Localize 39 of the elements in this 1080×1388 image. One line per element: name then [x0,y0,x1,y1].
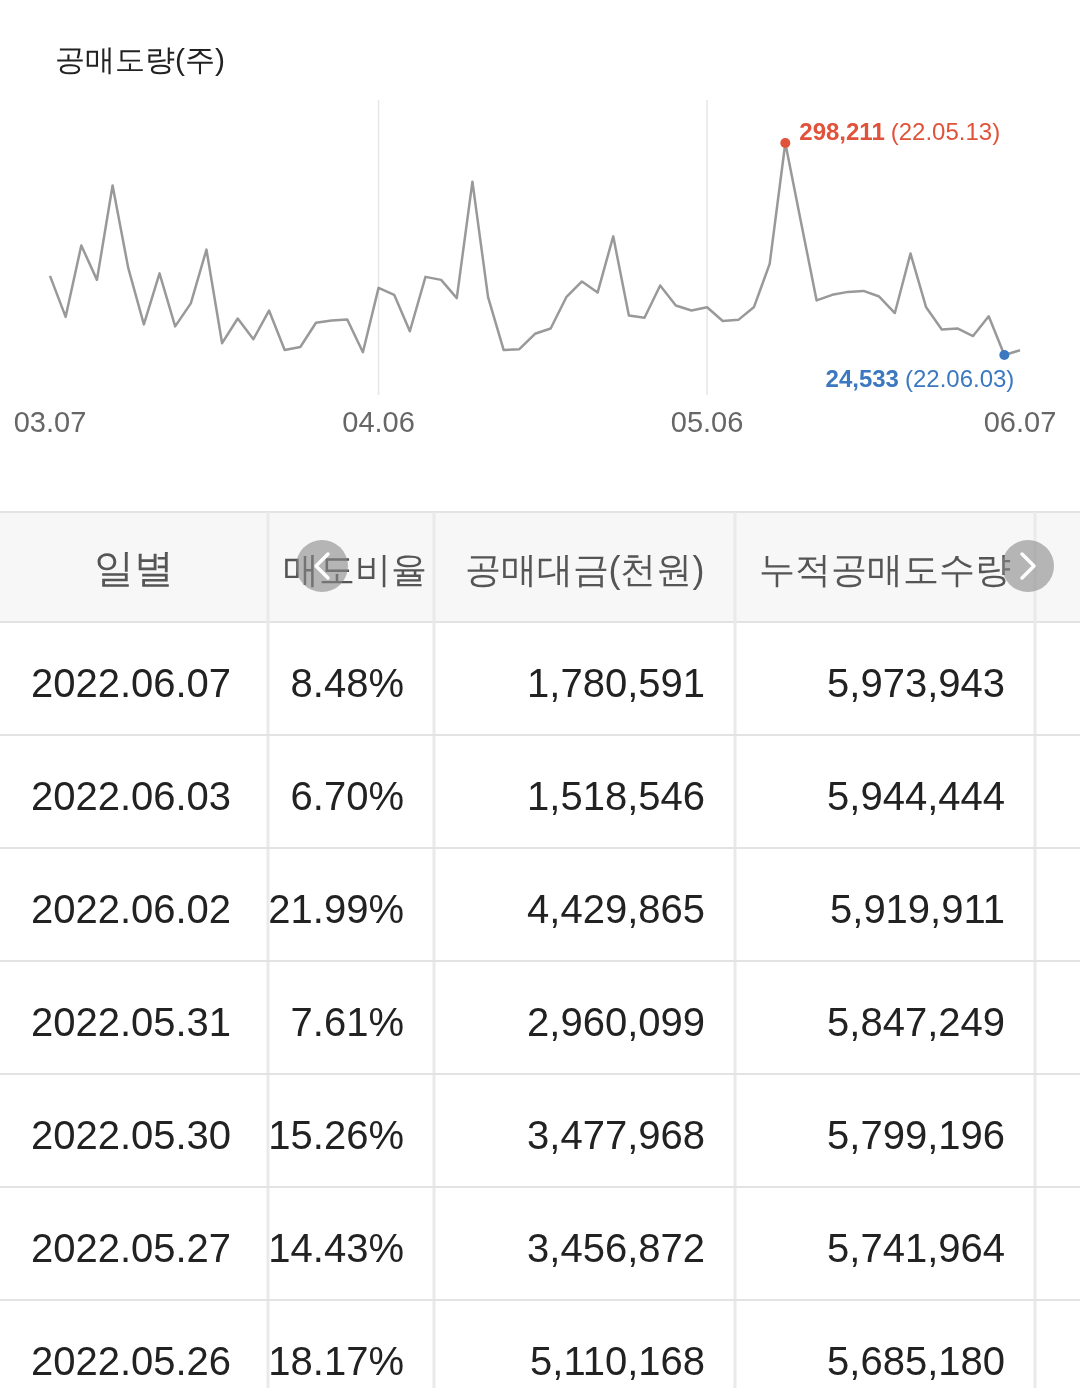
text: 3,477,968 [527,1113,705,1157]
text: 1,518,546 [527,774,705,818]
text: 15.26% [268,1113,404,1157]
data-label: 24,533 (22.06.03) [825,365,1015,392]
category-label: 2022.05.26 [30,1339,232,1383]
text: 2,960,099 [527,1000,705,1044]
x-tick-label: 03.07 [13,406,87,438]
text: 5,685,180 [827,1339,1005,1383]
x-tick-label: 05.06 [670,406,744,438]
category-label: 2022.06.02 [30,887,232,931]
text: 1,780,591 [527,661,705,705]
text: 7.61% [290,1000,404,1044]
category-label: 누적공매도수량 [759,549,1011,590]
text: 5,919,911 [830,887,1005,931]
x-tick-label: 06.07 [983,406,1057,438]
category-label: 공매대금(천원) [464,549,705,590]
text: 5,110,168 [530,1339,705,1383]
category-label: 2022.06.07 [30,661,232,705]
category-label: 매도비율 [283,549,427,590]
category-label: 2022.06.03 [30,774,232,818]
x-tick-label: 04.06 [342,406,415,438]
text: 5,741,964 [827,1226,1005,1270]
text: 14.43% [268,1226,404,1270]
category-label: 일별 [94,546,174,590]
text: 4,429,865 [527,887,705,931]
category-label: 2022.05.31 [30,1000,232,1044]
text: 8.48% [290,661,404,705]
text: 5,799,196 [827,1113,1005,1157]
text: 3,456,872 [527,1226,705,1270]
category-label: 2022.05.30 [30,1113,232,1157]
text: 21.99% [268,887,404,931]
text: 18.17% [268,1339,404,1383]
data-label: 298,211 (22.05.13) [799,118,1001,145]
text: 6.70% [290,774,404,818]
y-axis-title: 공매도량(주) [55,43,225,76]
text: 5,973,943 [827,661,1005,705]
text: 5,847,249 [827,1000,1005,1044]
text: 5,944,444 [827,774,1005,818]
category-label: 2022.05.27 [30,1226,232,1270]
